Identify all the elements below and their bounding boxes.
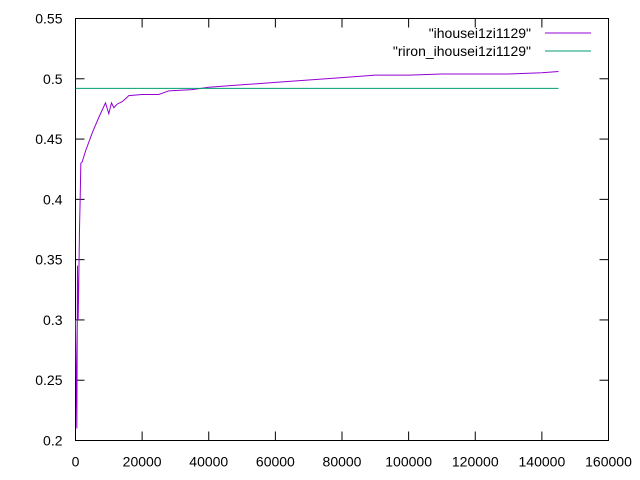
series-line-0 <box>75 71 559 429</box>
y-tick-label: 0.3 <box>43 312 63 328</box>
x-tick-label: 20000 <box>123 454 162 470</box>
legend-label: "ihousei1zi1129" <box>429 25 531 41</box>
x-tick-label: 0 <box>72 454 80 470</box>
x-tick-label: 100000 <box>385 454 432 470</box>
plot-frame <box>75 18 609 441</box>
legend-label: "riron_ihousei1zi1129" <box>393 43 531 59</box>
y-tick-label: 0.2 <box>43 433 63 449</box>
x-tick-label: 160000 <box>585 454 632 470</box>
x-tick-label: 40000 <box>189 454 228 470</box>
x-tick-label: 60000 <box>256 454 295 470</box>
series-lines <box>75 71 559 429</box>
y-tick-label: 0.35 <box>35 252 62 268</box>
y-tick-label: 0.5 <box>43 71 63 87</box>
x-tick-label: 140000 <box>519 454 566 470</box>
x-tick-label: 80000 <box>323 454 362 470</box>
legend: "ihousei1zi1129" "riron_ihousei1zi1129" <box>393 25 591 59</box>
y-tick-label: 0.4 <box>43 191 63 207</box>
axis-ticks: 0.2 0.25 0.3 0.35 0.4 0.45 0.5 0.55 0 20000 40000 6… <box>35 11 632 470</box>
y-tick-label: 0.55 <box>35 11 62 27</box>
y-tick-label: 0.45 <box>35 131 62 147</box>
x-tick-label: 120000 <box>452 454 499 470</box>
y-tick-label: 0.25 <box>35 372 62 388</box>
